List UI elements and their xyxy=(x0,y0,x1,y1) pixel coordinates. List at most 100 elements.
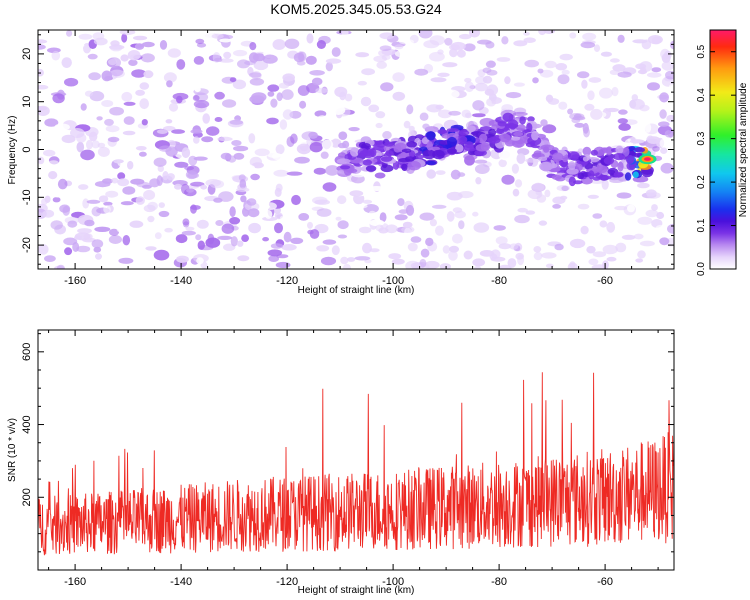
heatmap-cell xyxy=(247,208,260,218)
heatmap-cell xyxy=(276,254,289,259)
snr-panel: -160 -140 -120 -100 -80 -60 200 400 600 Height o… xyxy=(7,329,675,596)
heatmap-cell xyxy=(577,71,590,79)
heatmap-cell xyxy=(217,136,233,142)
heatmap-cell xyxy=(422,123,430,130)
heatmap-cell xyxy=(498,264,512,269)
heatmap-cell xyxy=(316,245,330,252)
heatmap-cell xyxy=(248,133,256,144)
heatmap-cell xyxy=(645,189,657,197)
heatmap-cell xyxy=(174,183,182,190)
heatmap-cell xyxy=(143,174,156,180)
heatmap-cell xyxy=(206,126,220,136)
heatmap-cell xyxy=(82,198,90,209)
heatmap-cell xyxy=(80,149,95,161)
heatmap-cell xyxy=(316,40,326,49)
heatmap-cell xyxy=(156,129,168,135)
heatmap-cell xyxy=(196,219,209,229)
heatmap-cell xyxy=(140,53,155,63)
heatmap-cell xyxy=(159,40,168,50)
heatmap-cell xyxy=(429,51,445,62)
heatmap-cell xyxy=(624,172,632,181)
heatmap-cell xyxy=(294,156,310,164)
heatmap-cell xyxy=(217,235,233,240)
heatmap-cell xyxy=(42,209,55,218)
heatmap-cell xyxy=(130,54,142,59)
heatmap-cell xyxy=(174,161,189,168)
heatmap-cell xyxy=(575,163,583,171)
heatmap-cell xyxy=(479,250,495,257)
heatmap-cell xyxy=(498,159,507,168)
heatmap-cell xyxy=(635,258,644,263)
heatmap-cell xyxy=(349,69,361,76)
heatmap-cell xyxy=(380,156,393,162)
colorbar-tick-label: 0.1 xyxy=(696,218,707,232)
heatmap-cell xyxy=(602,244,618,255)
heatmap-cell xyxy=(474,265,482,269)
heatmap-cell xyxy=(103,201,113,206)
heatmap-cell xyxy=(479,133,488,142)
spectrogram-x-label: Height of straight line (km) xyxy=(298,285,415,296)
heatmap-cell xyxy=(313,167,327,175)
heatmap-cell xyxy=(139,151,147,157)
heatmap-cell xyxy=(220,152,232,160)
heatmap-cell xyxy=(135,146,147,151)
heatmap-cell xyxy=(43,149,56,157)
heatmap-cell xyxy=(233,152,245,160)
heatmap-cell xyxy=(239,179,247,189)
heatmap-cell xyxy=(181,147,191,159)
heatmap-cell xyxy=(38,105,50,116)
heatmap-cell xyxy=(116,224,124,233)
heatmap-cell xyxy=(655,224,667,231)
heatmap-cell xyxy=(463,250,473,260)
heatmap-cell xyxy=(158,145,172,152)
heatmap-cell xyxy=(551,174,562,180)
heatmap-peak xyxy=(644,157,651,161)
heatmap-cell xyxy=(197,240,205,250)
heatmap-cell xyxy=(454,210,466,219)
heatmap-cell xyxy=(307,221,313,229)
heatmap-cell xyxy=(568,176,576,187)
heatmap-cell xyxy=(444,37,453,46)
heatmap-cell xyxy=(640,66,647,75)
heatmap-cell xyxy=(357,147,369,158)
heatmap-cell xyxy=(267,91,275,97)
snr-y-tick-label: 200 xyxy=(21,488,33,506)
heatmap-cell xyxy=(117,178,130,187)
heatmap-cell xyxy=(368,186,385,191)
heatmap-cell xyxy=(388,253,402,260)
heatmap-cell xyxy=(543,146,550,153)
heatmap-cell xyxy=(248,222,261,234)
heatmap-cell xyxy=(490,249,501,259)
heatmap-cell xyxy=(94,226,111,232)
heatmap-cell xyxy=(231,140,242,146)
heatmap-cell xyxy=(120,201,134,206)
heatmap-cell xyxy=(617,34,625,43)
heatmap-cell xyxy=(414,68,429,76)
heatmap-cell xyxy=(175,234,188,244)
heatmap-cell xyxy=(279,119,288,130)
heatmap-cell xyxy=(461,163,469,172)
heatmap-cell xyxy=(469,30,480,38)
heatmap-cell xyxy=(581,79,588,89)
heatmap-cell xyxy=(398,209,409,214)
heatmap-cell xyxy=(91,140,100,149)
heatmap-cell xyxy=(510,136,521,141)
colorbar-tick-label: 0.5 xyxy=(696,44,707,58)
heatmap-cell xyxy=(325,58,342,64)
heatmap-cell xyxy=(76,245,91,253)
heatmap-cell xyxy=(459,33,472,40)
heatmap-cell xyxy=(661,61,674,71)
heatmap-cell xyxy=(517,207,528,213)
heatmap-cell xyxy=(320,151,329,159)
heatmap-cell xyxy=(416,201,423,213)
heatmap-cell xyxy=(379,212,387,223)
heatmap-cell xyxy=(195,234,202,241)
heatmap-cell xyxy=(464,77,472,83)
heatmap-cell xyxy=(466,125,476,133)
heatmap-cell xyxy=(123,101,136,106)
heatmap-cell xyxy=(559,53,573,61)
heatmap-cell xyxy=(525,210,536,215)
heatmap-cell xyxy=(410,236,422,243)
heatmap-cell xyxy=(105,125,120,133)
